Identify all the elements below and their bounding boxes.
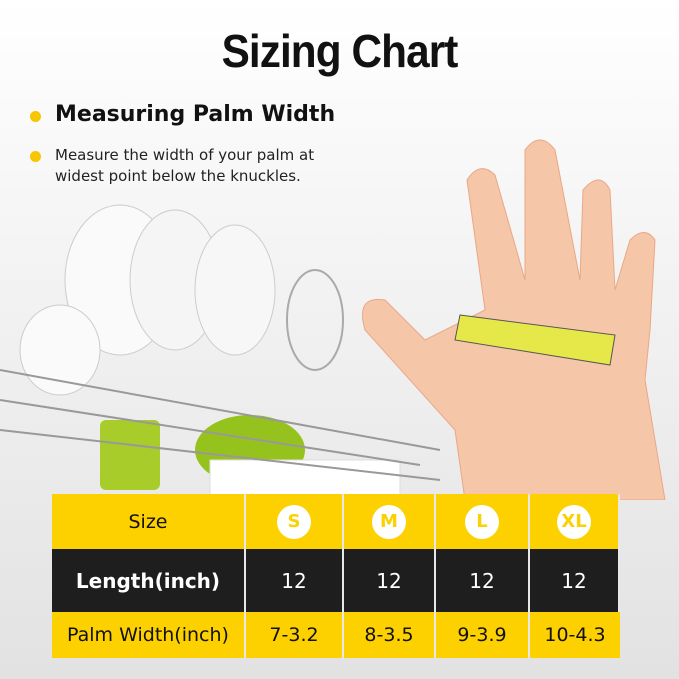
dish-rack-image bbox=[0, 204, 441, 500]
size-s-cell: S bbox=[246, 494, 344, 549]
table-cell: 8-3.5 bbox=[344, 612, 436, 658]
row-label-palm-width: Palm Width(inch) bbox=[52, 612, 246, 658]
size-l-badge: L bbox=[465, 504, 499, 539]
instruction-text: Measure the width of your palm at widest… bbox=[55, 146, 315, 185]
header-size: Size bbox=[52, 494, 246, 549]
table-cell: 12 bbox=[436, 549, 530, 612]
table-cell: 9-3.9 bbox=[436, 612, 530, 658]
page-title: Sizing Chart bbox=[221, 25, 459, 77]
table-cell: 12 bbox=[246, 549, 344, 612]
table-cell: 7-3.2 bbox=[246, 612, 344, 658]
row-label-length: Length(inch) bbox=[52, 549, 246, 612]
hand-illustration bbox=[362, 139, 666, 500]
size-table: Size S M L XL Length(inch) 12 12 12 12 P… bbox=[52, 494, 620, 658]
table-cell: 12 bbox=[530, 549, 620, 612]
size-s-badge: S bbox=[277, 504, 311, 539]
size-m-cell: M bbox=[344, 494, 436, 549]
size-l-cell: L bbox=[436, 494, 530, 549]
section-heading: Measuring Palm Width bbox=[55, 102, 336, 127]
table-cell: 12 bbox=[344, 549, 436, 612]
table-cell: 10-4.3 bbox=[530, 612, 620, 658]
size-xl-badge: XL bbox=[557, 504, 591, 539]
size-xl-cell: XL bbox=[530, 494, 620, 549]
bullet-icon bbox=[30, 151, 41, 162]
size-m-badge: M bbox=[372, 504, 406, 539]
bullet-icon bbox=[30, 111, 41, 122]
